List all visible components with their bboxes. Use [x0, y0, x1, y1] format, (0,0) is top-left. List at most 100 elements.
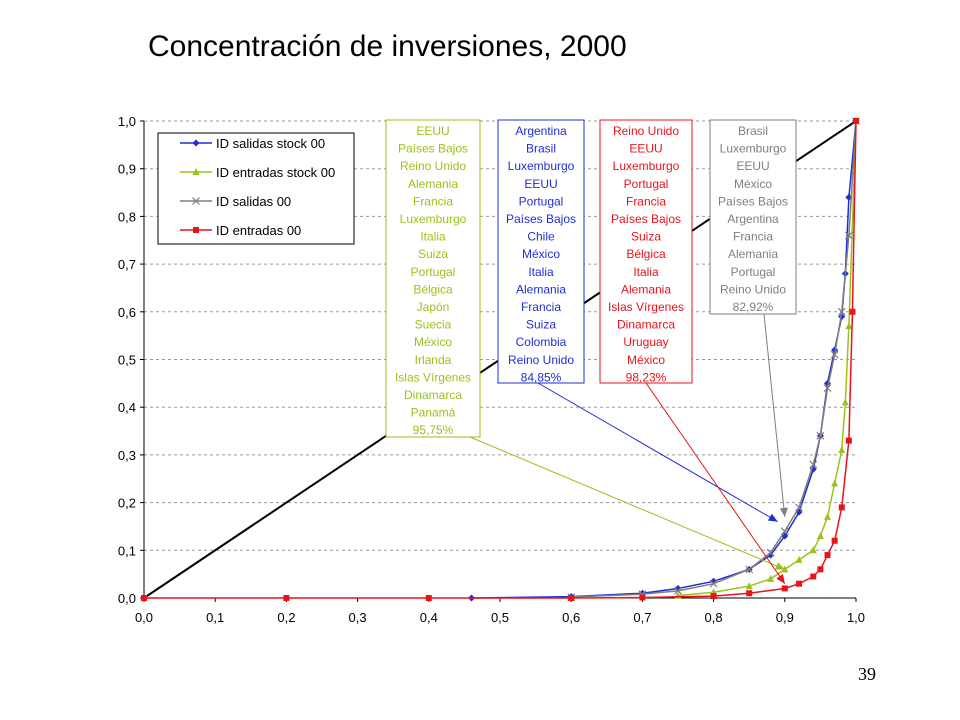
annotation-line: Uruguay [623, 335, 668, 349]
x-marker-stroke [766, 548, 775, 557]
x-marker-stroke [795, 503, 803, 512]
data-point [849, 308, 856, 315]
annotation-line: Bélgica [626, 247, 666, 261]
y-tick-label: 0,5 [118, 353, 136, 368]
annotation-box-2: Argentina Brasil Luxemburgo EEUU Portugal Paí… [497, 119, 585, 384]
annotation-line: Dinamarca [617, 318, 675, 332]
data-point [841, 398, 849, 406]
annotation-line: Colombia [516, 335, 567, 349]
annotation-line: Brasil [738, 124, 768, 138]
annotation-line: EEUU [629, 142, 662, 156]
annotation-arrow-1 [469, 436, 785, 570]
x-marker-stroke [780, 527, 789, 536]
x-tick-label: 0,6 [562, 610, 580, 625]
data-point [816, 431, 825, 440]
data-point [746, 590, 753, 597]
data-point [845, 322, 853, 330]
annotation-line: Luxemburgo [613, 159, 680, 173]
annotation-line: 82,92% [733, 300, 774, 314]
arrow-shaft [537, 382, 778, 523]
x-tick-label: 0,9 [776, 610, 794, 625]
annotation-line: Portugal [411, 265, 456, 279]
arrow-head [774, 562, 785, 570]
data-point [838, 504, 845, 511]
x-tick-label: 0,4 [420, 610, 438, 625]
arrow-shaft [763, 313, 786, 517]
annotation-arrow-3 [645, 382, 786, 584]
annotation-line: Luxemburgo [400, 212, 467, 226]
annotation-line: Italia [528, 265, 554, 279]
x-tick-label: 0,3 [349, 610, 367, 625]
annotation-line: Reino Unido [613, 124, 679, 138]
annotation-line: Alemania [408, 177, 458, 191]
annotation-line: Islas Vírgenes [608, 300, 684, 314]
annotation-frame [497, 119, 585, 384]
data-point [283, 595, 290, 601]
annotation-line: Brasil [526, 142, 556, 156]
legend-swatch-marker [192, 139, 200, 147]
data-point [709, 579, 718, 588]
data-point [837, 307, 846, 316]
data-point [674, 586, 682, 595]
annotation-line: Argentina [727, 212, 779, 226]
x-marker-stroke [844, 231, 853, 240]
x-tick-label: 0,1 [206, 610, 224, 625]
annotation-line: Suiza [631, 230, 661, 244]
x-tick-label: 1,0 [847, 610, 865, 625]
annotation-line: Países Bajos [506, 212, 576, 226]
series-layer [141, 117, 860, 602]
x-marker-stroke [837, 307, 846, 316]
data-point [425, 595, 432, 601]
annotation-line: Dinamarca [404, 388, 462, 402]
tick-labels: 0,0 0,1 0,2 0,3 0,4 0,5 0,6 0,7 0,8 0,9 1,0 0,0 0,1 0… [118, 114, 865, 625]
data-point [823, 384, 832, 393]
annotation-line: Suiza [418, 247, 448, 261]
y-tick-label: 0,6 [118, 305, 136, 320]
annotation-line: Islas Vírgenes [395, 370, 471, 384]
legend-entry: ID salidas stock 00 [216, 136, 325, 151]
annotation-box-4: Brasil Luxemburgo EEUU México Países Bajos Ar… [709, 119, 797, 315]
data-point [831, 479, 839, 487]
annotation-line: EEUU [524, 177, 557, 191]
x-tick-label: 0,5 [491, 610, 509, 625]
x-marker-stroke [809, 460, 818, 469]
annotation-line: Países Bajos [718, 194, 788, 208]
annotation-line: Portugal [519, 194, 564, 208]
annotation-line: Japón [417, 300, 450, 314]
annotation-line: Francia [413, 194, 453, 208]
data-point [824, 552, 831, 559]
data-point [710, 593, 717, 600]
data-point [568, 595, 575, 601]
annotation-line: México [734, 177, 772, 191]
x-marker-stroke [674, 586, 682, 595]
annotation-line: 98,23% [626, 370, 667, 384]
y-tick-label: 0,2 [118, 496, 136, 511]
arrow-shaft [645, 382, 786, 584]
annotation-line: Alemania [516, 282, 566, 296]
data-point [766, 548, 775, 557]
annotation-line: Luxemburgo [720, 142, 787, 156]
annotation-line: Alemania [621, 282, 671, 296]
x-marker-stroke [192, 197, 200, 205]
page-number: 39 [858, 664, 876, 684]
data-point [845, 437, 852, 444]
annotation-line: Luxemburgo [508, 159, 575, 173]
annotation-boxes: EEUU Países Bajos Reino Unido Alemania Franc… [385, 119, 797, 438]
arrow-head [776, 574, 785, 584]
annotation-box-1: EEUU Países Bajos Reino Unido Alemania Franc… [385, 119, 481, 438]
y-tick-label: 0,3 [118, 448, 136, 463]
annotation-line: 95,75% [413, 423, 454, 437]
legend-entry: ID entradas 00 [216, 223, 301, 238]
data-point [141, 595, 147, 601]
arrow-shaft [469, 436, 785, 570]
annotation-arrow-2 [537, 382, 778, 523]
data-point [844, 231, 853, 240]
data-point [767, 574, 775, 582]
annotation-line: Reino Unido [400, 159, 466, 173]
arrow-head [779, 507, 788, 517]
annotation-line: Francia [733, 230, 773, 244]
y-tick-label: 0,1 [118, 543, 136, 558]
annotation-arrows [469, 313, 788, 584]
data-point [830, 350, 839, 359]
data-point [810, 573, 817, 580]
